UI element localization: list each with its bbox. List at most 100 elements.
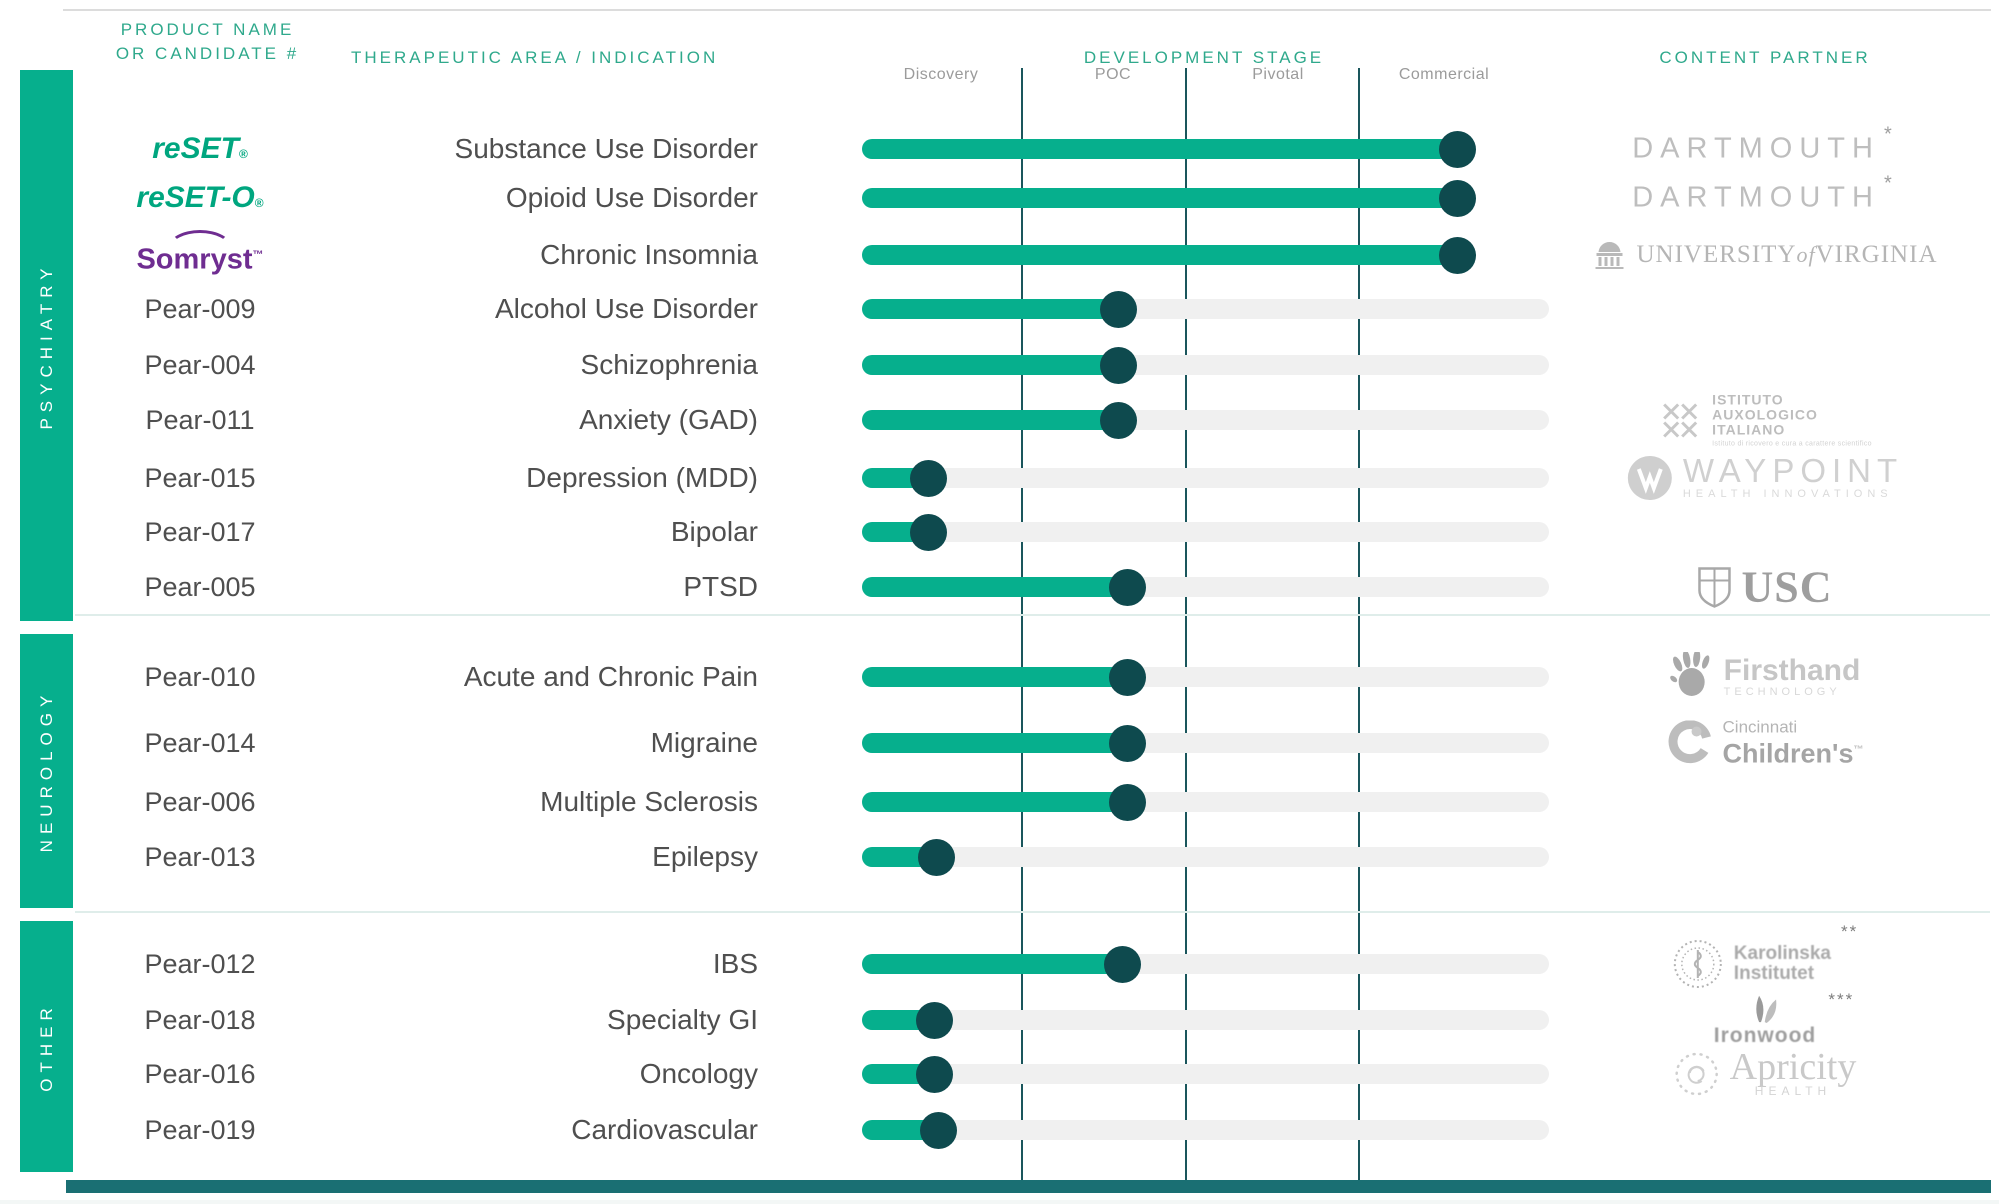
- partner-logo-uva: UNIVERSITYofVIRGINIA: [1593, 240, 1938, 270]
- indication-label: Bipolar: [670, 516, 758, 547]
- section-label-neurology: NEUROLOGY: [36, 689, 56, 853]
- section-band-psychiatry: PSYCHIATRY: [20, 70, 73, 621]
- indication-label: PTSD: [683, 571, 758, 602]
- indication-label: Oncology: [639, 1058, 758, 1089]
- swirl-icon: [1668, 720, 1711, 763]
- stage-boundary-line-2: [1185, 68, 1187, 1180]
- indication-label: Depression (MDD): [526, 462, 758, 493]
- stage-dot-poc: [1099, 346, 1137, 384]
- indication-label: Cardiovascular: [571, 1114, 758, 1145]
- product-label-Pear-015: Pear-015: [144, 463, 256, 493]
- stage-dot-discovery: [919, 1111, 957, 1149]
- partner-apricity-subtitle: HEALTH: [1754, 1084, 1832, 1098]
- indication-label: Substance Use Disorder: [454, 133, 758, 164]
- product-label-Pear-011: Pear-011: [145, 405, 255, 435]
- progress-fill: [862, 733, 1145, 753]
- partner-logo-waypoint: WAYPOINT HEALTH INNOVATIONS: [1627, 454, 1903, 501]
- progress-track: [862, 847, 1549, 867]
- indication-label: IBS: [712, 948, 758, 979]
- waypoint-circle-icon: [1627, 456, 1672, 500]
- product-label-Pear-010: Pear-010: [144, 662, 256, 692]
- section-divider-1: [75, 614, 1990, 616]
- progress-fill: [862, 954, 1140, 974]
- partner-logo-dartmouth: DARTMOUTH *: [1632, 173, 1898, 215]
- partner-istituto-tagline: Istituto di ricovero e cura a carattere …: [1712, 440, 1872, 448]
- product-label-reSET-O: reSET-O®: [85, 180, 315, 221]
- stage-label-pivotal: Pivotal: [1252, 66, 1304, 83]
- section-divider-2: [75, 911, 1990, 913]
- sun-swirl-icon: [1675, 1052, 1718, 1096]
- progress-track: [862, 522, 1549, 542]
- top-divider: [63, 9, 1991, 11]
- column-header-partner: CONTENT PARTNER: [1659, 48, 1871, 67]
- stage-label-discovery: Discovery: [903, 66, 979, 83]
- column-header-product-line1: PRODUCT NAME: [120, 20, 295, 39]
- bottom-accent-bar: [66, 1180, 1991, 1193]
- stage-dot-discovery: [917, 838, 955, 876]
- product-label-Pear-016: Pear-016: [144, 1059, 256, 1089]
- partner-firsthand-wordmark: Firsthand: [1723, 653, 1861, 687]
- leaf-icon: [1756, 995, 1777, 1024]
- x-lattice-icon: [1663, 402, 1698, 438]
- indication-label: Schizophrenia: [580, 349, 758, 380]
- indication-label: Chronic Insomnia: [540, 239, 758, 270]
- product-label-Somryst: Somryst ™: [85, 230, 315, 278]
- stage-dot-discovery: [915, 1001, 953, 1039]
- partner-karolinska-line2: Institutet: [1733, 963, 1815, 984]
- progress-track: [862, 1010, 1549, 1030]
- partner-karolinska-line1: Karolinska: [1733, 943, 1831, 964]
- footnote-asterisk: *: [1883, 172, 1892, 195]
- partner-logo-firsthand: Firsthand TECHNOLOGY: [1670, 652, 1861, 702]
- indication-label: Acute and Chronic Pain: [463, 661, 758, 692]
- indication-label: Anxiety (GAD): [579, 404, 758, 435]
- column-header-indication: THERAPEUTIC AREA / INDICATION: [351, 48, 719, 67]
- stage-dot-poc: [1108, 568, 1146, 606]
- partner-cincinnati-line2: Children's™: [1722, 738, 1864, 769]
- usc-shield-icon: [1698, 566, 1731, 608]
- stage-dot-discovery: [915, 1055, 953, 1093]
- section-label-other: OTHER: [36, 1001, 56, 1092]
- rotunda-icon: [1595, 241, 1624, 269]
- stage-dot-discovery: [909, 459, 947, 497]
- partner-dartmouth-wordmark: DARTMOUTH: [1632, 181, 1880, 214]
- product-logo-reSET-O: reSET-O®: [136, 181, 264, 214]
- progress-fill: [862, 410, 1136, 430]
- bottom-edge-strip: [0, 1200, 1999, 1204]
- footnote-asterisks: **: [1840, 922, 1859, 941]
- stage-dot-poc: [1108, 658, 1146, 696]
- product-label-Pear-006: Pear-006: [144, 787, 256, 817]
- indication-label: Opioid Use Disorder: [505, 182, 758, 213]
- indication-label: Epilepsy: [652, 841, 758, 872]
- progress-track: [862, 1064, 1549, 1084]
- partner-istituto-wordmark: ISTITUTO AUXOLOGICO ITALIANO: [1712, 391, 1818, 438]
- stage-dot-poc: [1099, 290, 1137, 328]
- indication-label: Alcohol Use Disorder: [495, 293, 758, 324]
- seal-icon: [1673, 940, 1722, 988]
- partner-cincinnati-line1: Cincinnati: [1722, 717, 1798, 737]
- partner-logo-dartmouth: DARTMOUTH *: [1632, 124, 1898, 166]
- product-label-Pear-014: Pear-014: [144, 728, 256, 758]
- partner-logo-karolinska: Karolinska Institutet **: [1672, 922, 1858, 990]
- product-label-Pear-004: Pear-004: [144, 350, 256, 380]
- partner-logo-apricity: Apricity HEALTH: [1674, 1048, 1856, 1098]
- product-label-Pear-017: Pear-017: [144, 517, 256, 547]
- product-label-Pear-018: Pear-018: [144, 1005, 256, 1035]
- partner-logo-usc: USC: [1697, 562, 1832, 613]
- progress-fill: [862, 188, 1475, 208]
- stage-label-commercial: Commercial: [1398, 66, 1490, 83]
- partner-logo-ironwood: Ironwood ***: [1714, 990, 1852, 1048]
- stage-dot-discovery: [909, 513, 947, 551]
- partner-dartmouth-wordmark: DARTMOUTH: [1632, 132, 1880, 165]
- column-header-stage: DEVELOPMENT STAGE: [1083, 48, 1325, 67]
- progress-fill: [862, 792, 1145, 812]
- indication-label: Multiple Sclerosis: [540, 786, 758, 817]
- section-band-neurology: NEUROLOGY: [20, 634, 73, 908]
- progress-fill: [862, 667, 1145, 687]
- handprint-icon: [1670, 652, 1710, 696]
- progress-fill: [862, 355, 1136, 375]
- product-label-Pear-019: Pear-019: [144, 1115, 256, 1145]
- partner-logo-cincinnati: Cincinnati Children's™: [1667, 717, 1864, 769]
- stage-dot-poc: [1108, 724, 1146, 762]
- product-logo-reSET: reSET®: [152, 132, 248, 165]
